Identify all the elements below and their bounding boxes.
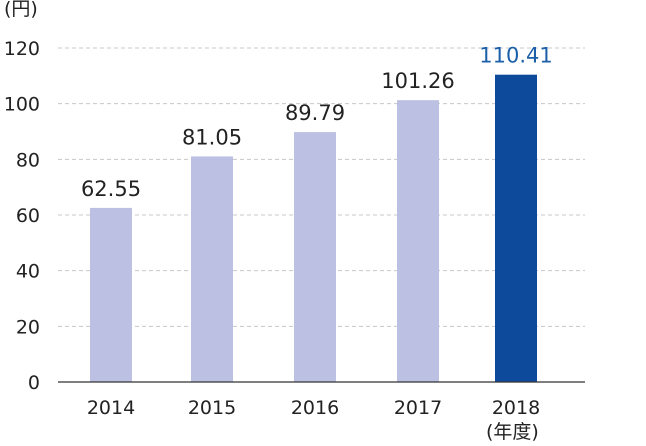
x-tick-label-2018: 2018	[492, 397, 540, 419]
x-axis-ticks: 2014 2015 2016 2017 2018	[87, 397, 540, 419]
x-tick-label-2016: 2016	[291, 397, 339, 419]
bars	[90, 74, 537, 382]
y-axis-ticks: 0 20 40 60 80 100 120	[4, 38, 40, 394]
value-label-2018: 110.41	[479, 44, 552, 68]
x-tick-label-2017: 2017	[394, 397, 442, 419]
bar-2017	[397, 100, 439, 382]
bar-2016	[294, 132, 336, 382]
value-label-2014: 62.55	[81, 177, 141, 201]
bar-2018	[495, 74, 537, 382]
x-tick-label-2014: 2014	[87, 397, 135, 419]
y-tick-label: 40	[16, 261, 40, 283]
y-tick-label: 20	[16, 316, 40, 338]
y-tick-label: 60	[16, 205, 40, 227]
value-labels: 62.55 81.05 89.79 101.26 110.41	[81, 44, 553, 201]
y-tick-label: 100	[4, 94, 40, 116]
x-tick-label-2015: 2015	[188, 397, 236, 419]
value-label-2015: 81.05	[182, 125, 242, 149]
y-tick-label: 120	[4, 38, 40, 60]
grid-lines	[58, 47, 585, 327]
bar-2014	[90, 207, 132, 382]
y-axis-unit: (円)	[4, 0, 38, 20]
value-label-2017: 101.26	[381, 69, 454, 93]
y-tick-label: 0	[28, 372, 40, 394]
y-tick-label: 80	[16, 149, 40, 171]
bar-2015	[191, 156, 233, 382]
x-axis-unit: (年度)	[486, 421, 539, 443]
value-label-2016: 89.79	[285, 101, 345, 125]
